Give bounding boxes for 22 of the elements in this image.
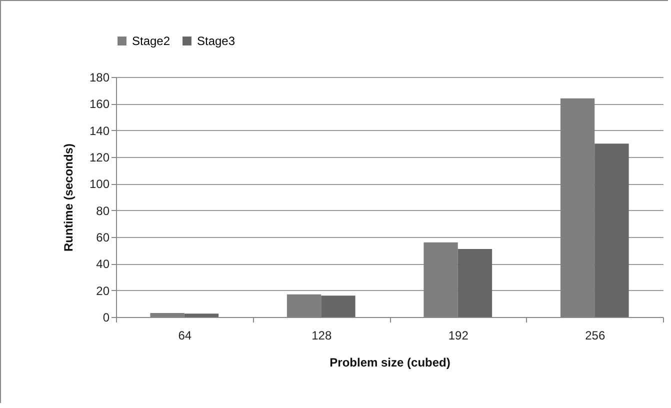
y-tick-label: 160 xyxy=(89,97,110,112)
bar xyxy=(594,144,629,317)
y-tick-label: 60 xyxy=(96,230,110,244)
y-tick-label: 120 xyxy=(89,150,110,164)
bar xyxy=(184,314,219,317)
y-axis-title: Runtime (seconds) xyxy=(61,143,76,252)
y-tick-label: 0 xyxy=(102,310,110,324)
legend-label: Stage2 xyxy=(132,34,170,48)
x-tick-label: 128 xyxy=(312,328,332,342)
x-tick-label: 256 xyxy=(585,328,606,342)
y-tick-label: 40 xyxy=(96,257,110,272)
bar xyxy=(458,249,492,317)
legend-label: Stage3 xyxy=(197,34,236,48)
y-tick-label: 180 xyxy=(89,70,110,84)
y-tick-label: 140 xyxy=(89,124,110,138)
x-tick-label: 64 xyxy=(178,328,192,342)
x-tick-label: 192 xyxy=(448,328,469,342)
y-tick-label: 80 xyxy=(96,204,110,218)
x-axis-title: Problem size (cubed) xyxy=(330,356,450,370)
y-tick-label: 100 xyxy=(89,177,110,192)
bar xyxy=(321,296,356,317)
y-tick-label: 20 xyxy=(96,284,110,298)
